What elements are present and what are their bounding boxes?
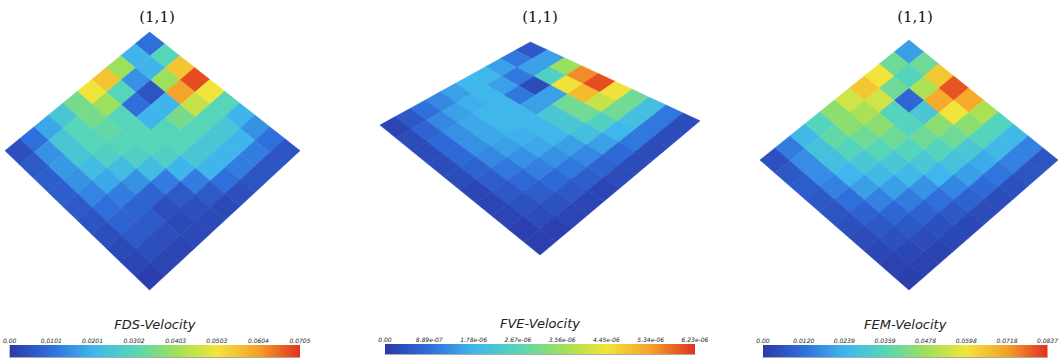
svg-text:0.0718: 0.0718 xyxy=(997,337,1018,344)
svg-text:0.0359: 0.0359 xyxy=(875,337,896,344)
svg-text:0.00: 0.00 xyxy=(756,337,770,344)
svg-text:5.34e-06: 5.34e-06 xyxy=(637,336,664,343)
svg-text:FDS-Velocity: FDS-Velocity xyxy=(114,317,195,332)
svg-text:2.67e-06: 2.67e-06 xyxy=(504,336,531,343)
svg-text:6.23e-06: 6.23e-06 xyxy=(682,336,709,343)
svg-text:0.00: 0.00 xyxy=(3,337,17,344)
svg-text:0.0598: 0.0598 xyxy=(956,337,977,344)
svg-text:0.0837: 0.0837 xyxy=(1037,337,1058,344)
svg-text:1.78e-06: 1.78e-06 xyxy=(460,336,487,343)
svg-text:0.0403: 0.0403 xyxy=(165,337,186,344)
svg-text:FVE-Velocity: FVE-Velocity xyxy=(500,316,580,331)
svg-text:0.0101: 0.0101 xyxy=(41,337,62,344)
svg-text:8.89e-07: 8.89e-07 xyxy=(416,336,443,343)
svg-text:0.0503: 0.0503 xyxy=(206,337,227,344)
svg-text:0.0239: 0.0239 xyxy=(834,337,855,344)
svg-text:3.56e-06: 3.56e-06 xyxy=(549,336,576,343)
svg-text:0.0302: 0.0302 xyxy=(124,337,145,344)
svg-text:0.0478: 0.0478 xyxy=(915,337,936,344)
svg-text:4.45e-06: 4.45e-06 xyxy=(593,336,620,343)
svg-text:FEM-Velocity: FEM-Velocity xyxy=(864,317,947,332)
svg-text:0.0705: 0.0705 xyxy=(290,337,311,344)
svg-text:(1,1): (1,1) xyxy=(897,8,933,26)
svg-text:(1,1): (1,1) xyxy=(139,8,175,26)
svg-text:(1,1): (1,1) xyxy=(522,8,558,26)
svg-text:0.0604: 0.0604 xyxy=(248,337,269,344)
svg-text:0.0120: 0.0120 xyxy=(793,337,814,344)
svg-text:0.00: 0.00 xyxy=(378,336,392,343)
svg-text:0.0201: 0.0201 xyxy=(82,337,103,344)
